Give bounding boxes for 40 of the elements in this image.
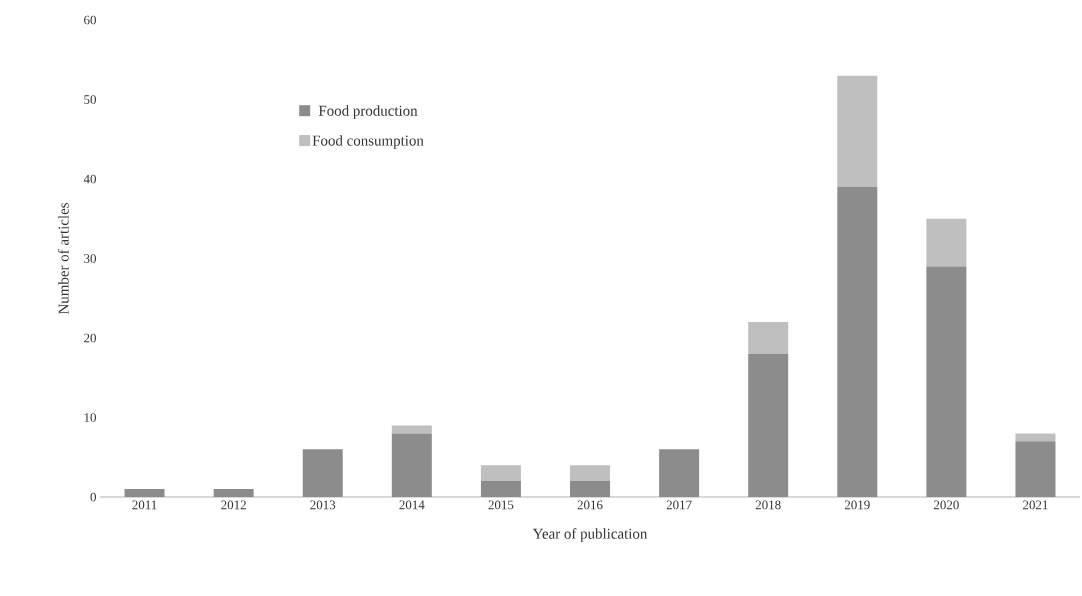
bar bbox=[926, 266, 967, 497]
x-tick-label: 2016 bbox=[577, 500, 603, 510]
y-axis-title: Number of articles bbox=[58, 203, 69, 315]
bar bbox=[570, 481, 611, 497]
legend-label: Food production bbox=[318, 105, 418, 119]
legend-label: Food consumption bbox=[312, 135, 424, 149]
bar bbox=[391, 425, 432, 434]
bar bbox=[570, 465, 611, 482]
bar bbox=[659, 449, 700, 497]
y-tick-label: 50 bbox=[84, 95, 96, 104]
x-tick-label: 2013 bbox=[310, 500, 336, 510]
x-tick-label: 2018 bbox=[755, 500, 781, 510]
x-tick-label: 2017 bbox=[666, 500, 692, 510]
y-tick-label: 30 bbox=[84, 254, 96, 263]
bar bbox=[124, 489, 165, 497]
x-tick-label: 2011 bbox=[132, 500, 157, 510]
bar bbox=[748, 353, 789, 497]
x-tick-label: 2012 bbox=[221, 500, 246, 510]
x-tick-label: 2015 bbox=[488, 500, 514, 510]
y-tick-label: 60 bbox=[84, 15, 96, 25]
bar bbox=[1015, 433, 1056, 442]
bar bbox=[213, 489, 254, 497]
y-tick-label: 0 bbox=[90, 492, 96, 502]
bar bbox=[837, 75, 878, 187]
bar bbox=[1015, 441, 1056, 497]
x-tick-label: 2014 bbox=[399, 500, 425, 510]
bar bbox=[302, 449, 343, 497]
x-axis-title: Year of publication bbox=[532, 528, 648, 542]
bar bbox=[480, 465, 521, 482]
bar bbox=[837, 186, 878, 497]
bar bbox=[391, 433, 432, 497]
bar bbox=[926, 218, 967, 267]
x-tick-label: 2019 bbox=[844, 500, 870, 510]
x-tick-label: 2020 bbox=[933, 500, 959, 510]
y-tick-label: 10 bbox=[84, 413, 96, 422]
bar bbox=[748, 322, 789, 354]
bar bbox=[480, 481, 521, 497]
y-tick-label: 20 bbox=[84, 333, 96, 343]
y-tick-label: 40 bbox=[83, 174, 96, 184]
x-tick-label: 2021 bbox=[1023, 500, 1048, 510]
